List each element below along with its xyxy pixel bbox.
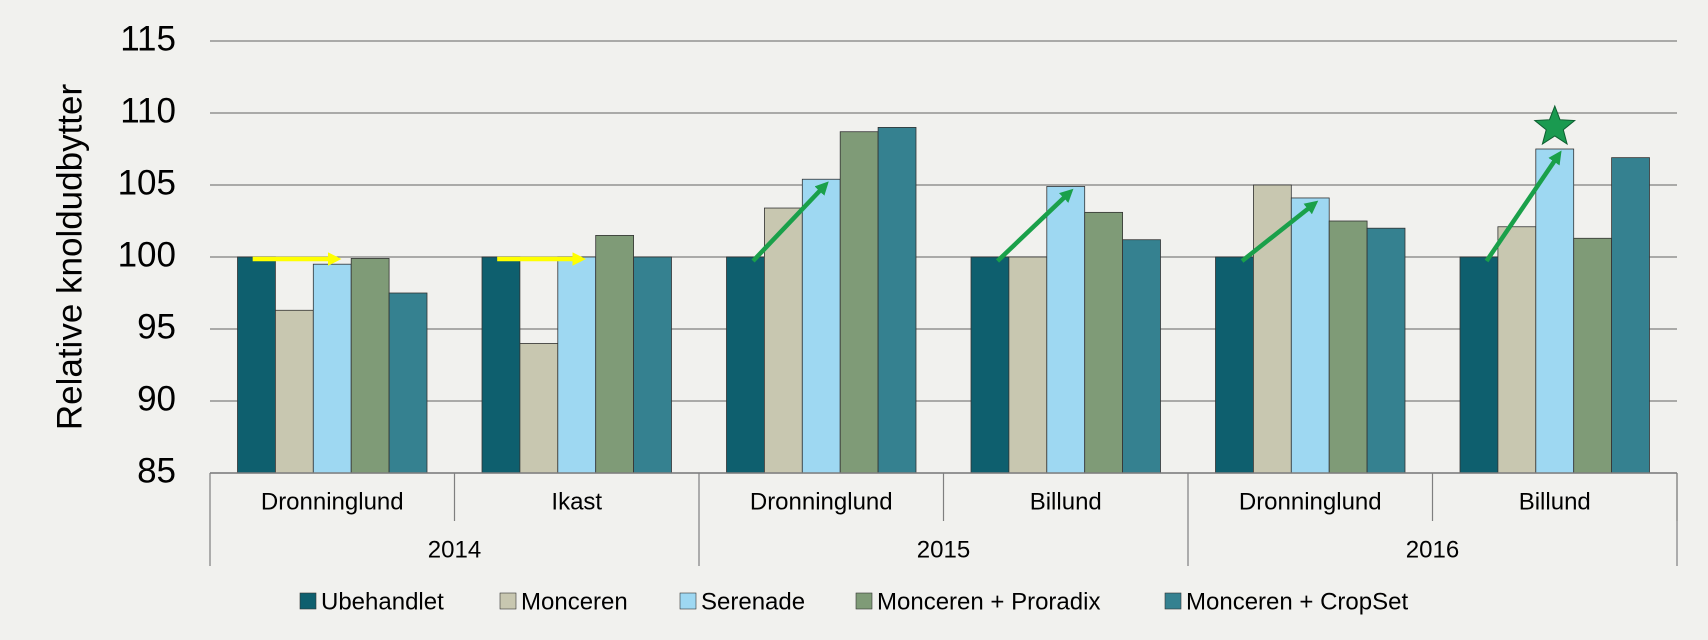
y-tick-label: 85 [137, 451, 176, 490]
legend-swatch [499, 592, 517, 610]
legend-swatch [1164, 592, 1182, 610]
bar [877, 127, 917, 474]
x-tick-label: Billund [1519, 488, 1591, 515]
bar [595, 234, 634, 474]
x-tick-label: Dronninglund [261, 488, 404, 515]
bar [726, 256, 765, 474]
bar [1328, 220, 1368, 474]
bar [1459, 256, 1499, 474]
y-axis-label: Relative knoldudbytter [50, 84, 89, 431]
legend-label: Ubehandlet [321, 588, 444, 615]
legend-label: Serenade [701, 588, 805, 615]
annotation-arrow [995, 188, 1074, 263]
bar [1215, 256, 1254, 474]
x-tick-label: Billund [1030, 488, 1102, 515]
group-label: 2015 [917, 536, 970, 563]
x-tick-label: Dronninglund [750, 488, 893, 515]
bar [1366, 227, 1406, 474]
group-label: 2014 [428, 536, 481, 563]
bar [1573, 237, 1612, 474]
bar [839, 131, 879, 474]
bar [801, 178, 841, 474]
bar [350, 258, 390, 474]
bar [519, 342, 559, 474]
legend-swatch [679, 592, 697, 610]
bar [633, 256, 672, 474]
bar [312, 263, 352, 474]
bar [1611, 157, 1650, 474]
legend-swatch [299, 592, 317, 610]
legend-label: Monceren + CropSet [1186, 588, 1408, 615]
bar [275, 309, 314, 474]
legend-label: Monceren + Proradix [877, 588, 1100, 615]
bar [481, 256, 521, 474]
group-label: 2016 [1406, 536, 1459, 563]
annotation-arrow [751, 181, 829, 263]
annotation-arrow [1240, 200, 1319, 263]
annotation-star [1533, 104, 1577, 146]
bar [764, 207, 803, 474]
bar [1046, 186, 1086, 474]
y-tick-label: 100 [118, 235, 176, 274]
bar [1290, 197, 1330, 474]
y-tick-label: 105 [118, 163, 176, 202]
y-tick-label: 110 [120, 91, 176, 130]
bar [237, 256, 276, 474]
bar [1535, 148, 1575, 474]
y-tick-label: 90 [137, 379, 176, 418]
legend-label: Monceren [521, 588, 628, 615]
x-tick-label: Ikast [551, 488, 602, 515]
bar [1497, 226, 1537, 474]
bar [557, 256, 597, 474]
bar [1008, 256, 1048, 474]
bar [1122, 239, 1161, 474]
annotation-arrow [1484, 150, 1562, 263]
bar [1084, 211, 1123, 474]
x-tick-label: Dronninglund [1239, 488, 1382, 515]
y-tick-label: 115 [120, 19, 176, 58]
bar [388, 292, 428, 474]
legend-swatch [855, 592, 873, 610]
bar [970, 256, 1010, 474]
y-tick-label: 95 [137, 307, 176, 346]
